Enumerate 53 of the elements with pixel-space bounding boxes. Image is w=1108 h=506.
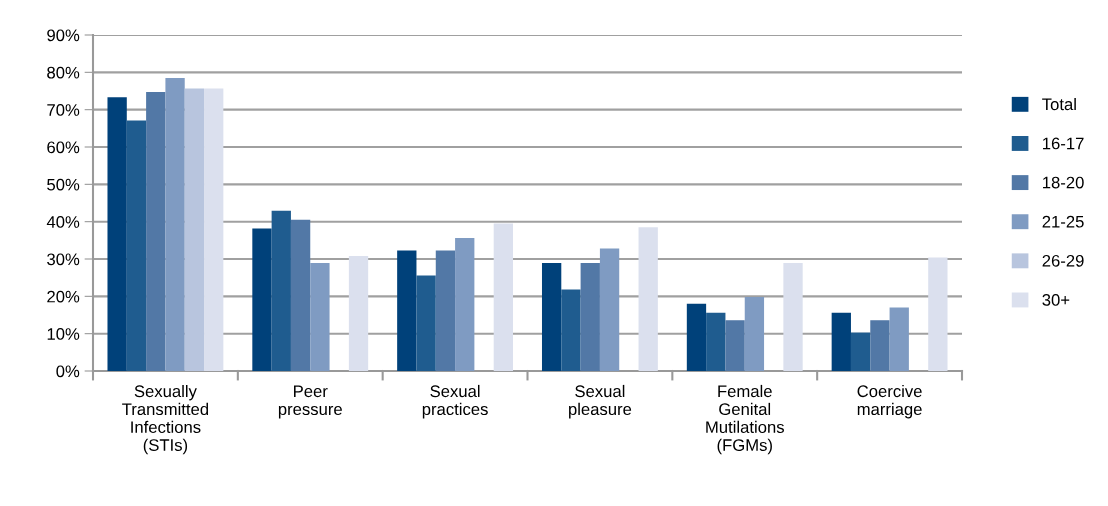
bar: [725, 320, 745, 371]
bar: [870, 320, 890, 371]
bar: [686, 303, 707, 371]
y-tick-label: 40%: [46, 216, 80, 228]
bar: [744, 297, 765, 371]
bar: [638, 227, 658, 371]
bar: [397, 250, 417, 371]
legend-label: 21-25: [1042, 215, 1084, 228]
legend-label: 18-20: [1043, 176, 1084, 189]
x-tick-label: Peer pressure: [278, 385, 342, 419]
bar: [541, 263, 562, 371]
legend-label: Total: [1042, 97, 1076, 111]
y-tick-label: 60%: [47, 141, 80, 154]
bar: [599, 248, 620, 371]
legend-label: 16-17: [1043, 137, 1084, 150]
x-tick-label: Sexual pleasure: [569, 384, 632, 419]
bar: [928, 257, 948, 371]
x-tick-label: Coercive marriage: [857, 384, 922, 419]
bar: [416, 275, 436, 371]
y-tick-label: 90%: [47, 29, 80, 42]
bar: [493, 223, 514, 371]
bar: [706, 312, 726, 371]
bar: [783, 263, 803, 371]
bar: [310, 263, 330, 371]
x-tick-label: Sexually Transmitted Infections (STIs): [122, 384, 209, 455]
y-tick-label: 70%: [47, 104, 80, 116]
bar: [435, 250, 456, 371]
bar: [561, 289, 581, 371]
bar: [348, 256, 369, 371]
bar: [252, 228, 272, 371]
bar: [204, 88, 224, 371]
bar: [831, 312, 851, 371]
y-tick-label: 50%: [47, 178, 80, 191]
bar: [126, 120, 147, 371]
bar: [850, 332, 871, 371]
bar: [146, 92, 166, 371]
y-tick-label: 10%: [47, 328, 80, 340]
x-tick-label: Sexual practices: [422, 384, 488, 419]
bar: [580, 263, 600, 371]
bar: [165, 77, 185, 371]
y-tick-label: 80%: [47, 66, 80, 79]
bar: [184, 88, 205, 371]
bar: [271, 210, 291, 371]
legend-label: 30+: [1042, 294, 1070, 306]
bar: [290, 219, 311, 371]
bar: [107, 97, 127, 371]
y-tick-label: 30%: [47, 253, 80, 266]
bar: [889, 307, 909, 371]
y-tick-label: 0%: [56, 365, 80, 378]
legend-label: 26-29: [1042, 254, 1084, 267]
x-tick-label: Female Genital Mutilations (FGMs): [706, 384, 784, 455]
bar: [455, 238, 475, 371]
y-tick-label: 20%: [47, 290, 80, 303]
